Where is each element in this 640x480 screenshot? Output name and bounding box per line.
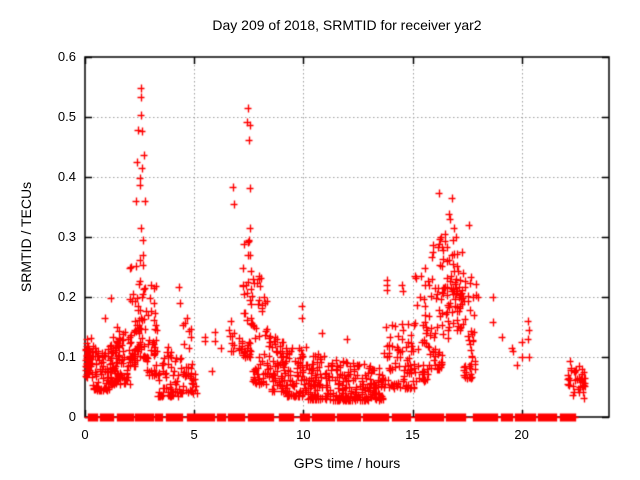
x-tick-label: 20 [514,427,529,442]
y-tick-label: 0.5 [57,109,76,124]
x-tick-label: 15 [405,427,420,442]
y-tick-label: 0.2 [57,289,76,304]
y-tick-label: 0.1 [57,349,76,364]
y-tick-label: 0 [68,409,76,424]
y-tick-label: 0.3 [57,229,76,244]
x-tick-label: 0 [81,427,89,442]
y-tick-label: 0.6 [57,49,76,64]
x-tick-label: 5 [190,427,198,442]
chart-title: Day 209 of 2018, SRMTID for receiver yar… [212,17,482,33]
x-axis-label: GPS time / hours [293,455,401,471]
y-tick-label: 0.4 [57,169,76,184]
x-tick-label: 10 [296,427,311,442]
